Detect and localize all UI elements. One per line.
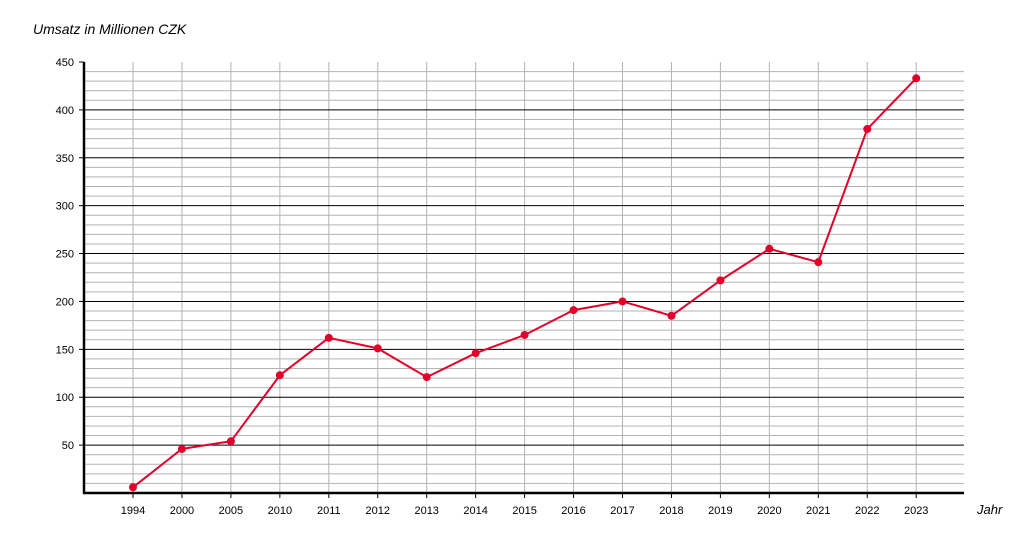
- x-tick-label: 2020: [757, 505, 781, 517]
- data-point: [765, 244, 774, 253]
- data-point: [667, 311, 676, 320]
- y-axis-title: Umsatz in Millionen CZK: [33, 21, 187, 37]
- grid: [84, 62, 964, 493]
- data-point: [373, 344, 382, 353]
- y-tick-label: 50: [62, 440, 74, 452]
- y-tick-label: 450: [56, 57, 74, 69]
- data-point: [520, 330, 529, 339]
- x-tick-label: 2012: [366, 505, 390, 517]
- data-point: [814, 258, 823, 267]
- x-tick-label: 2014: [463, 505, 487, 517]
- axes: [79, 61, 964, 498]
- data-point: [177, 444, 186, 453]
- data-point: [324, 333, 333, 342]
- y-tick-label: 300: [56, 201, 74, 213]
- data-point: [422, 373, 431, 382]
- data-series: [129, 74, 921, 492]
- x-tick-label: 2010: [268, 505, 292, 517]
- data-point: [226, 437, 235, 446]
- data-point: [716, 276, 725, 285]
- x-tick-label: 2021: [806, 505, 830, 517]
- data-point: [471, 349, 480, 358]
- data-point: [863, 125, 872, 134]
- y-tick-label: 350: [56, 153, 74, 165]
- x-tick-label: 1994: [121, 505, 145, 517]
- y-tick-label: 200: [56, 296, 74, 308]
- y-tick-label: 400: [56, 105, 74, 117]
- data-point: [275, 371, 284, 380]
- x-tick-label: 2019: [708, 505, 732, 517]
- x-tick-label: 2005: [219, 505, 243, 517]
- data-point: [618, 297, 627, 306]
- x-tick-label: 2022: [855, 505, 879, 517]
- data-point: [912, 74, 921, 83]
- x-tick-label: 2016: [561, 505, 585, 517]
- x-tick-label: 2017: [610, 505, 634, 517]
- data-point: [569, 306, 578, 315]
- y-tick-label: 100: [56, 392, 74, 404]
- x-tick-label: 2000: [170, 505, 194, 517]
- x-tick-label: 2013: [414, 505, 438, 517]
- y-tick-label: 250: [56, 249, 74, 261]
- x-tick-label: 2015: [512, 505, 536, 517]
- x-tick-label: 2011: [317, 505, 341, 517]
- y-tick-label: 150: [56, 344, 74, 356]
- x-axis-title: Jahr: [976, 502, 1003, 517]
- data-point: [129, 483, 137, 492]
- x-tick-labels: 1994 2000 2005 2010 2011 2012 2013 2014 2015 2016…: [121, 505, 929, 517]
- y-tick-labels: 50 100 150 200 250 300 350 400 450: [56, 57, 74, 452]
- x-tick-label: 2023: [904, 505, 928, 517]
- x-tick-label: 2018: [659, 505, 683, 517]
